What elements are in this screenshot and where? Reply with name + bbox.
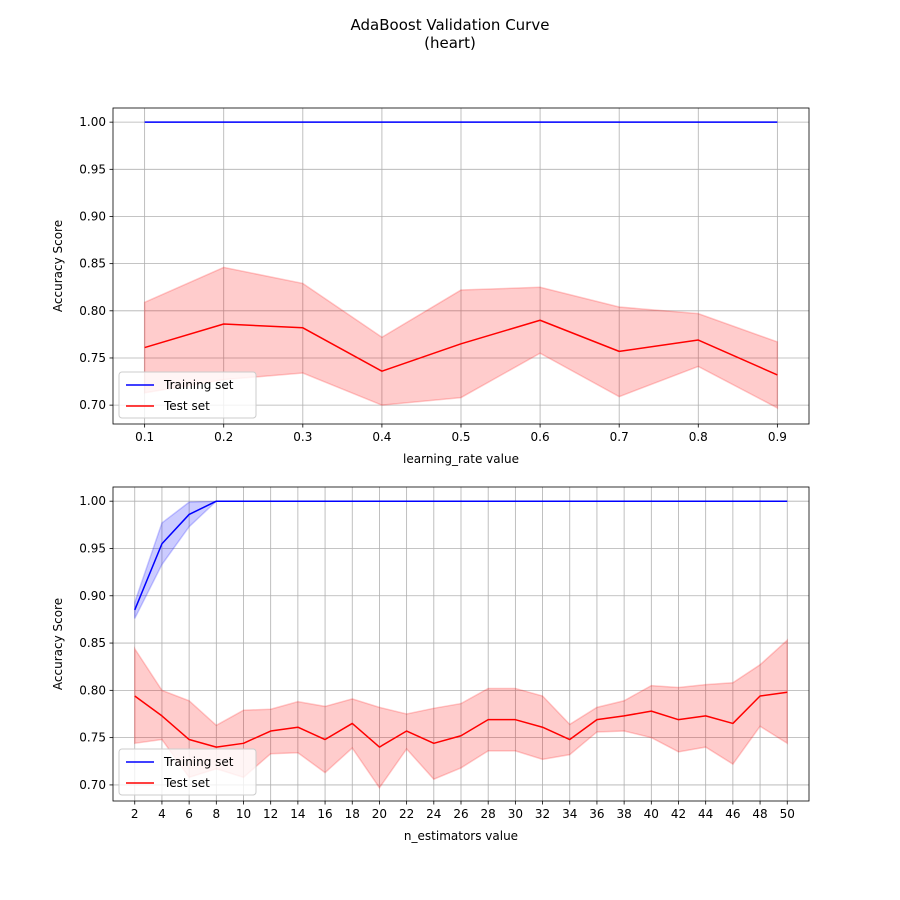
x-tick-label: 44	[698, 807, 713, 821]
x-tick-label: 2	[131, 807, 139, 821]
x-tick-label: 32	[535, 807, 550, 821]
test-set-line	[134, 691, 788, 748]
y-tick-label: 0.70	[79, 778, 106, 792]
test-set-line	[144, 319, 778, 376]
learning-rate-subplot: 0.1 0.2 0.3 0.4 0.5 0.6 0.7 0.8 0.9 0.70 0.75 0.80 0…	[51, 107, 810, 466]
y-tick-label: 0.90	[79, 209, 106, 223]
x-tick-label: 28	[481, 807, 496, 821]
y-tick-label: 0.75	[79, 351, 106, 365]
y-tick-label: 0.75	[79, 731, 106, 745]
legend-label-training-set: Training set	[163, 378, 234, 392]
x-tick-label: 16	[317, 807, 332, 821]
x-tick-label: 20	[372, 807, 387, 821]
y-tick-label: 0.80	[79, 683, 106, 697]
x-tick-label: 48	[752, 807, 767, 821]
y-tick-label: 0.95	[79, 162, 106, 176]
legend: Training set Test set	[118, 748, 257, 796]
x-tick-label: 0.9	[768, 430, 787, 444]
x-tick-label: 10	[236, 807, 251, 821]
legend-label-test-set: Test set	[163, 776, 210, 790]
x-tick-label: 0.3	[293, 430, 312, 444]
x-tick-label: 26	[453, 807, 468, 821]
x-tick-label: 22	[399, 807, 414, 821]
y-tick-label: 1.00	[79, 115, 106, 129]
x-tick-label: 0.7	[610, 430, 629, 444]
test-set-std-band	[143, 266, 779, 410]
y-tick-label: 0.85	[79, 636, 106, 650]
x-tick-label: 0.2	[214, 430, 233, 444]
x-tick-label: 4	[158, 807, 166, 821]
y-tick-label: 0.85	[79, 257, 106, 271]
x-tick-label: 50	[780, 807, 795, 821]
legend: Training set Test set	[118, 371, 257, 419]
x-tick-label: 24	[426, 807, 441, 821]
x-axis-label: n_estimators value	[404, 829, 518, 843]
y-axis-label: Accuracy Score	[51, 220, 65, 312]
y-tick-label: 0.70	[79, 398, 106, 412]
y-tick-label: 0.95	[79, 541, 106, 555]
x-tick-label: 40	[644, 807, 659, 821]
x-tick-label: 42	[671, 807, 686, 821]
x-tick-label: 18	[345, 807, 360, 821]
x-tick-label: 6	[185, 807, 193, 821]
y-tick-label: 1.00	[79, 494, 106, 508]
x-tick-label: 0.8	[689, 430, 708, 444]
figure-title-line1: AdaBoost Validation Curve	[351, 16, 550, 34]
y-tick-label: 0.80	[79, 304, 106, 318]
y-axis-label: Accuracy Score	[51, 598, 65, 690]
y-tick-label: 0.90	[79, 589, 106, 603]
x-tick-label: 34	[562, 807, 577, 821]
x-tick-label: 38	[616, 807, 631, 821]
test-set-std-band	[134, 638, 788, 790]
x-tick-label: 30	[508, 807, 523, 821]
x-tick-label: 14	[290, 807, 305, 821]
n-estimators-subplot: 2 4 6 8 10 12 14 16 18 20 22 24 26 28 30 32 34 36 38 40 42 44…	[51, 486, 810, 843]
training-set-line	[134, 500, 788, 611]
x-tick-label: 0.6	[531, 430, 550, 444]
x-tick-label: 0.5	[451, 430, 470, 444]
x-tick-label: 0.1	[135, 430, 154, 444]
x-tick-label: 46	[725, 807, 740, 821]
legend-label-test-set: Test set	[163, 399, 210, 413]
x-axis-label: learning_rate value	[403, 452, 519, 466]
x-tick-label: 12	[263, 807, 278, 821]
x-tick-label: 8	[212, 807, 220, 821]
figure-title-line2: (heart)	[424, 34, 476, 52]
x-tick-label: 0.4	[372, 430, 391, 444]
legend-label-training-set: Training set	[163, 755, 234, 769]
x-tick-label: 36	[589, 807, 604, 821]
